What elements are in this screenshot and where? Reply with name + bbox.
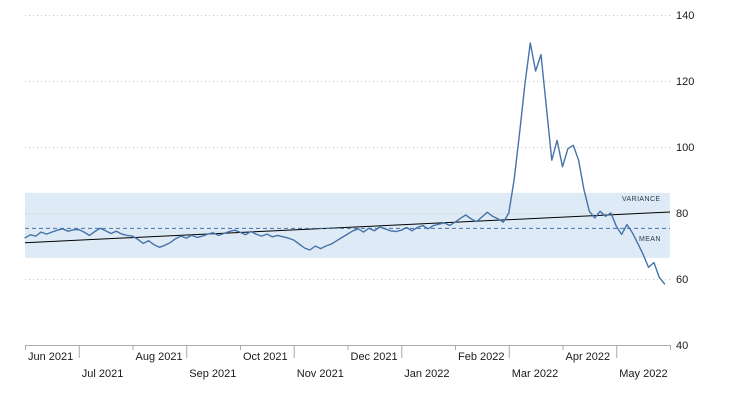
x-axis-label: Feb 2022 [458,351,504,363]
y-axis-label: 40 [676,340,688,352]
x-axis-label: Mar 2022 [512,368,558,380]
x-axis-label: Sep 2021 [189,368,236,380]
y-axis-label: 60 [676,274,688,286]
x-axis-label: Apr 2022 [566,351,611,363]
x-axis-label: Jan 2022 [404,368,449,380]
x-axis-label: Jun 2021 [28,351,73,363]
y-axis-label: 120 [676,76,694,88]
x-axis-label: Nov 2021 [297,368,344,380]
variance-label: VARIANCE [622,196,661,203]
x-axis-label: May 2022 [619,368,667,380]
x-axis-label: Aug 2021 [136,351,183,363]
y-axis-label: 100 [676,142,694,154]
x-axis-label: Dec 2021 [351,351,398,363]
mean-label: MEAN [639,236,661,243]
y-axis-label: 80 [676,208,688,220]
x-axis-label: Jul 2021 [82,368,124,380]
x-axis-label: Oct 2021 [243,351,288,363]
trend-line [24,211,671,244]
variance-band [25,192,670,258]
price-series-line [24,42,666,285]
y-axis-label: 140 [676,10,694,22]
